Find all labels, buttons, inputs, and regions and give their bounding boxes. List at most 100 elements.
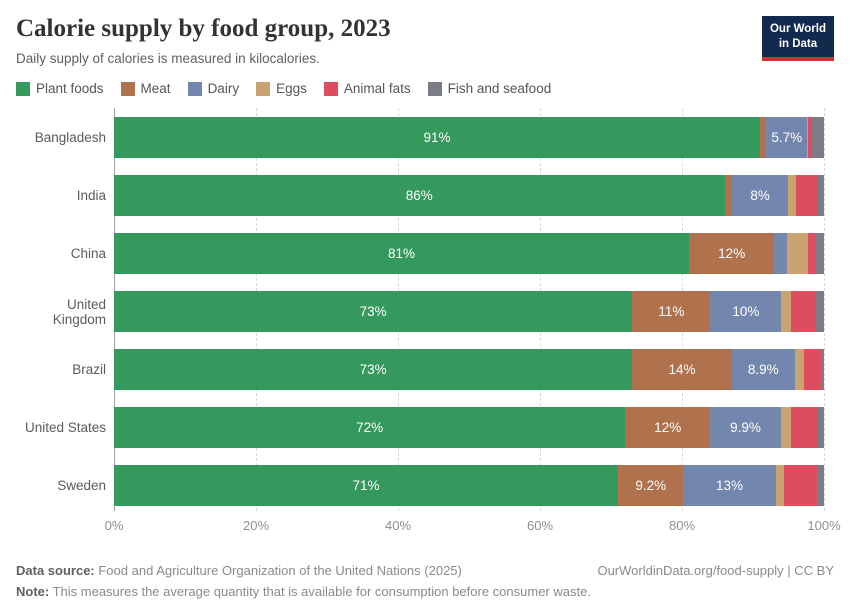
- bar-segment-plant-foods[interactable]: 72%: [114, 407, 626, 448]
- owid-logo-line1: Our World: [769, 23, 826, 35]
- bar-value-label: 81%: [388, 246, 416, 261]
- bar-value-label: 71%: [352, 478, 380, 493]
- legend-item-eggs[interactable]: Eggs: [256, 81, 307, 96]
- data-source-label: Data source:: [16, 563, 95, 578]
- legend-label: Fish and seafood: [447, 81, 552, 96]
- bar-segment-plant-foods[interactable]: 91%: [114, 117, 761, 158]
- country-label[interactable]: Bangladesh: [34, 130, 106, 145]
- page-title: Calorie supply by food group, 2023: [16, 15, 391, 42]
- chart-row-india: India 86% 8%: [16, 175, 824, 216]
- bar-segment-dairy[interactable]: 5.7%: [766, 117, 807, 158]
- bar-segment-fish-and-seafood[interactable]: [817, 407, 824, 448]
- legend-item-dairy[interactable]: Dairy: [187, 81, 240, 96]
- bar-segment-meat[interactable]: [760, 117, 767, 158]
- bar-segment-fish-and-seafood[interactable]: [816, 465, 824, 506]
- legend-swatch-icon: [427, 81, 442, 96]
- bar-segment-eggs[interactable]: [787, 233, 808, 274]
- chart-rows: Bangladesh 91% 5.7% India 86% 8% China 81% 12% Un…: [16, 117, 834, 506]
- bar-value-label: 8%: [750, 188, 770, 203]
- note-label: Note:: [16, 584, 50, 600]
- bar-segment-meat[interactable]: 9.2%: [618, 465, 684, 506]
- legend-label: Animal fats: [343, 81, 411, 96]
- bar-segment-plant-foods[interactable]: 73%: [114, 291, 633, 332]
- bar-segment-plant-foods[interactable]: 81%: [114, 233, 690, 274]
- header-text: Calorie supply by food group, 2023 Daily…: [16, 14, 391, 66]
- x-tick-80: 80%: [668, 518, 696, 533]
- bar-segment-meat[interactable]: 14%: [632, 349, 732, 390]
- bar-value-label: 73%: [359, 362, 387, 377]
- bar-segment-fish-and-seafood[interactable]: [821, 349, 824, 390]
- stacked-bar-chart: Bangladesh 91% 5.7% India 86% 8% China 81% 12% Un…: [16, 108, 841, 538]
- bar-segment-eggs[interactable]: [780, 407, 792, 448]
- bar-segment-dairy[interactable]: 9.9%: [710, 407, 781, 448]
- legend-item-plant-foods[interactable]: Plant foods: [16, 81, 104, 96]
- country-label[interactable]: China: [70, 246, 106, 261]
- chart-row-china: China 81% 12%: [16, 233, 824, 274]
- bar-segment-eggs[interactable]: [781, 291, 792, 332]
- owid-logo[interactable]: Our World in Data: [761, 16, 834, 61]
- page-subtitle: Daily supply of calories is measured in …: [16, 51, 320, 66]
- x-tick-0: 0%: [104, 518, 124, 533]
- legend-item-meat[interactable]: Meat: [120, 81, 171, 96]
- legend-label: Meat: [140, 81, 171, 96]
- owid-link[interactable]: OurWorldinData.org/food-supply: [597, 563, 784, 578]
- bar-segment-animal-fats[interactable]: [791, 407, 818, 448]
- bar-segment-eggs[interactable]: [775, 465, 785, 506]
- bar-segment-fish-and-seafood[interactable]: [811, 117, 824, 158]
- country-label[interactable]: India: [76, 188, 106, 203]
- bar-value-label: 10%: [732, 304, 760, 319]
- bar-segment-meat[interactable]: 12%: [625, 407, 711, 448]
- bar-value-label: 11%: [658, 304, 685, 319]
- bar-segment-meat[interactable]: 12%: [689, 233, 775, 274]
- bar-value-label: 91%: [423, 130, 451, 145]
- footer-note: Note: This measures the average quantity…: [16, 581, 834, 602]
- bar-segment-plant-foods[interactable]: 86%: [114, 175, 725, 216]
- bar-segment-eggs[interactable]: [788, 175, 796, 216]
- bar-segment-animal-fats[interactable]: [807, 233, 815, 274]
- bar-segment-eggs[interactable]: [794, 349, 805, 390]
- bar-segment-plant-foods[interactable]: 71%: [114, 465, 619, 506]
- header: Calorie supply by food group, 2023 Daily…: [16, 14, 834, 66]
- country-label[interactable]: Brazil: [72, 362, 106, 377]
- bar-segment-animal-fats[interactable]: [791, 291, 817, 332]
- bar-segment-animal-fats[interactable]: [795, 175, 819, 216]
- gridline-100: [824, 108, 825, 511]
- footer: Data source: Food and Agriculture Organi…: [16, 560, 834, 603]
- bar-segment-animal-fats[interactable]: [804, 349, 822, 390]
- country-label[interactable]: Sweden: [57, 478, 106, 493]
- bar-segment-dairy[interactable]: 10%: [710, 291, 782, 332]
- bar-segment-dairy[interactable]: [774, 233, 788, 274]
- bar-value-label: 73%: [359, 304, 387, 319]
- data-source-text: Food and Agriculture Organization of the…: [94, 563, 462, 578]
- x-tick-100: 100%: [807, 518, 841, 533]
- bar-value-label: 9.2%: [635, 478, 667, 493]
- bar-segment-eggs[interactable]: [806, 117, 809, 158]
- bar-segment-dairy[interactable]: 8.9%: [731, 349, 795, 390]
- bar-track: 73% 14% 8.9%: [114, 349, 824, 390]
- footer-credit: OurWorldinData.org/food-supply | CC BY: [597, 560, 834, 581]
- bar-segment-fish-and-seafood[interactable]: [816, 291, 824, 332]
- legend-swatch-icon: [256, 81, 271, 96]
- bar-segment-dairy[interactable]: 13%: [683, 465, 776, 506]
- bar-segment-fish-and-seafood[interactable]: [814, 233, 824, 274]
- bar-segment-meat[interactable]: 11%: [632, 291, 711, 332]
- bar-track: 81% 12%: [114, 233, 824, 274]
- bar-segment-animal-fats[interactable]: [784, 465, 817, 506]
- bar-segment-plant-foods[interactable]: 73%: [114, 349, 633, 390]
- x-tick-40: 40%: [384, 518, 412, 533]
- bar-value-label: 12%: [718, 246, 746, 261]
- bar-value-label: 12%: [654, 420, 682, 435]
- legend-label: Dairy: [207, 81, 240, 96]
- country-label[interactable]: United States: [24, 420, 106, 435]
- x-axis: 0% 20% 40% 60% 80% 100%: [105, 518, 841, 538]
- bar-segment-fish-and-seafood[interactable]: [818, 175, 824, 216]
- bar-segment-dairy[interactable]: 8%: [731, 175, 789, 216]
- bar-segment-meat[interactable]: [724, 175, 732, 216]
- owid-logo-line2: in Data: [778, 37, 818, 50]
- legend-item-animal-fats[interactable]: Animal fats: [323, 81, 411, 96]
- bar-value-label: 9.9%: [730, 420, 761, 435]
- bar-segment-animal-fats[interactable]: [808, 117, 812, 158]
- country-label[interactable]: United Kingdom: [52, 296, 106, 327]
- legend-swatch-icon: [323, 81, 338, 96]
- legend-item-fish-and-seafood[interactable]: Fish and seafood: [427, 81, 552, 96]
